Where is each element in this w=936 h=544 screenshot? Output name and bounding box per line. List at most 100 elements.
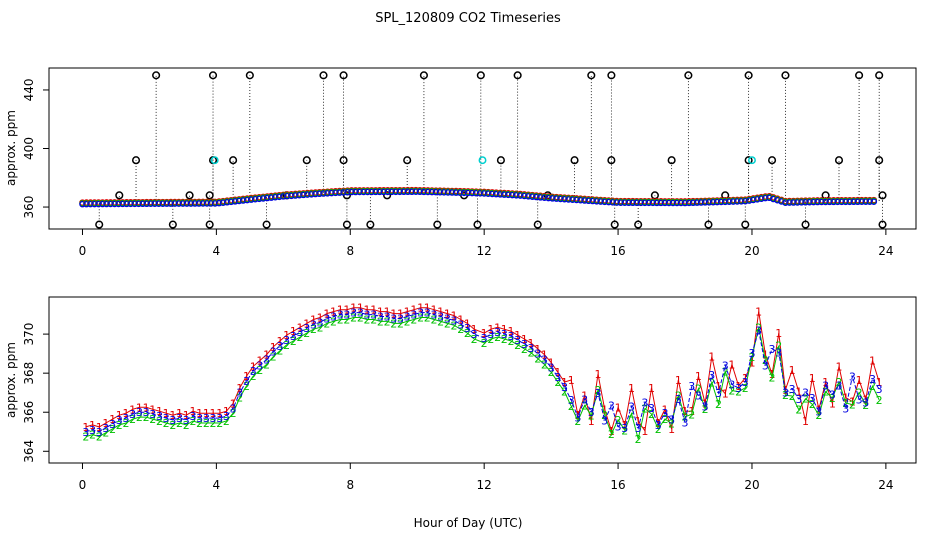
top-outlier-mid-point — [229, 156, 238, 165]
bottom-series-2-marker: 2 — [755, 321, 762, 334]
bottom-series-1-marker: 1 — [621, 419, 628, 432]
bottom-series-3-marker: 3 — [196, 412, 203, 425]
bottom-series-3-marker: 3 — [276, 340, 283, 353]
bottom-series-1-marker: 1 — [236, 382, 243, 395]
bottom-series-2-marker: 2 — [471, 333, 478, 346]
top-series-3-point — [513, 192, 520, 199]
bottom-series-2-marker: 2 — [176, 417, 183, 430]
bottom-series-1-marker: 1 — [554, 366, 561, 379]
top-series-3-point — [509, 191, 516, 199]
bottom-series-1-marker: 1 — [608, 425, 615, 438]
bottom-x-tick-label: 24 — [878, 478, 893, 492]
bottom-series-1-marker: 1 — [648, 382, 655, 395]
bottom-series-3-marker: 3 — [795, 393, 802, 406]
bottom-series-2-marker: 2 — [263, 358, 270, 371]
top-series-3-point — [505, 191, 512, 199]
bottom-series-3-marker: 3 — [842, 403, 849, 416]
bottom-series-3-marker: 3 — [695, 389, 702, 402]
bottom-series-1-marker: 1 — [836, 360, 843, 373]
bottom-series-1-marker: 1 — [655, 417, 662, 430]
bottom-series-2-marker: 2 — [451, 319, 458, 332]
top-series-3-point — [488, 190, 496, 198]
bottom-series-1-marker: 1 — [728, 358, 735, 371]
bottom-series-1-marker: 1 — [310, 313, 317, 326]
bottom-series-3-marker: 3 — [715, 387, 722, 400]
top-series-layer — [79, 156, 878, 208]
bottom-series-3-marker: 3 — [203, 412, 210, 425]
top-outlier-low-point — [704, 220, 713, 229]
top-x-tick-label: 4 — [213, 244, 221, 258]
bottom-series-3-marker: 3 — [303, 322, 310, 335]
bottom-series-3-marker: 3 — [668, 414, 675, 427]
bottom-series-1-marker: 1 — [109, 413, 116, 426]
top-outlier-near-point — [205, 191, 214, 200]
top-series-3-point — [517, 192, 524, 199]
top-y-axis: 360 400 440 — [22, 79, 49, 218]
top-outlier-high-point — [781, 71, 790, 80]
bottom-series-1-marker: 1 — [384, 306, 391, 319]
bottom-series-1-marker: 1 — [735, 380, 742, 393]
bottom-series-3-marker: 3 — [628, 400, 635, 413]
top-outlier-low-point — [741, 220, 750, 229]
bottom-series-2-marker: 2 — [290, 335, 297, 348]
bottom-series-1-marker: 1 — [795, 386, 802, 399]
bottom-series-1-marker: 1 — [96, 421, 103, 434]
top-y-tick-label: 400 — [22, 137, 36, 160]
bottom-y-tick-label: 368 — [22, 362, 36, 385]
top-x-tick-label: 0 — [79, 244, 87, 258]
bottom-series-2-marker: 2 — [708, 376, 715, 389]
bottom-series-1-marker: 1 — [715, 380, 722, 393]
bottom-series-1-marker: 1 — [481, 327, 488, 340]
bottom-series-1-marker: 1 — [417, 302, 424, 315]
bottom-series-2-marker: 2 — [521, 343, 528, 356]
top-series-3-point — [472, 189, 480, 197]
bottom-series-2-marker: 2 — [464, 327, 471, 340]
bottom-series-2-marker: 2 — [815, 409, 822, 422]
bottom-series-1-marker: 1 — [149, 403, 156, 416]
bottom-series-2-marker: 2 — [384, 315, 391, 328]
bottom-series-2-marker: 2 — [742, 382, 749, 395]
bottom-series-3-marker: 3 — [290, 330, 297, 343]
top-outlier-mid-point — [496, 156, 505, 165]
bottom-series-3-marker: 3 — [357, 307, 364, 320]
bottom-x-tick-label: 8 — [346, 478, 354, 492]
bottom-series-2-marker: 2 — [487, 333, 494, 346]
bottom-y-axis: 364 366 368 370 — [22, 323, 49, 463]
bottom-series-3-marker: 3 — [507, 330, 514, 343]
bottom-series-1-marker: 1 — [702, 397, 709, 410]
bottom-series-3-marker: 3 — [494, 326, 501, 339]
bottom-series-1-marker: 1 — [641, 425, 648, 438]
bottom-series-3-marker: 3 — [364, 309, 371, 322]
bottom-series-2-marker: 2 — [501, 333, 508, 346]
bottom-series-3-marker: 3 — [437, 311, 444, 324]
bottom-series-2-marker: 2 — [715, 398, 722, 411]
bottom-series-2-marker: 2 — [122, 417, 129, 430]
top-series-3-point — [480, 190, 488, 197]
bottom-series-3-marker: 3 — [876, 383, 883, 396]
bottom-series-2-marker: 2 — [169, 419, 176, 432]
bottom-series-3-marker: 3 — [514, 334, 521, 347]
top-outlier-mid-point — [131, 156, 141, 165]
bottom-series-3-marker: 3 — [397, 312, 404, 325]
bottom-series-3-marker: 3 — [635, 422, 642, 435]
bottom-series-1-marker: 1 — [136, 401, 143, 414]
top-series-3-point — [533, 193, 540, 201]
bottom-series-3-marker: 3 — [270, 346, 277, 359]
bottom-y-tick-label: 366 — [22, 401, 36, 424]
bottom-series-3-marker: 3 — [568, 394, 575, 407]
bottom-series-1-marker: 1 — [661, 403, 668, 416]
top-series-3-point — [601, 198, 608, 206]
bottom-series-2-marker: 2 — [668, 417, 675, 430]
bottom-series-1-marker: 1 — [370, 304, 377, 317]
bottom-series-1-marker: 1 — [303, 317, 310, 330]
top-outlier-high-point — [855, 71, 864, 80]
bottom-series-2-marker: 2 — [370, 313, 377, 326]
bottom-series-2-marker: 2 — [310, 323, 317, 336]
top-series-3-point — [778, 198, 785, 205]
top-outlier-low-point — [473, 220, 482, 229]
bottom-series-1-marker: 1 — [377, 306, 384, 319]
bottom-series-3-marker: 3 — [534, 348, 541, 361]
bottom-series-1-marker: 1 — [270, 341, 277, 354]
bottom-series-3-marker: 3 — [775, 346, 782, 359]
top-cyan-point — [210, 156, 219, 165]
